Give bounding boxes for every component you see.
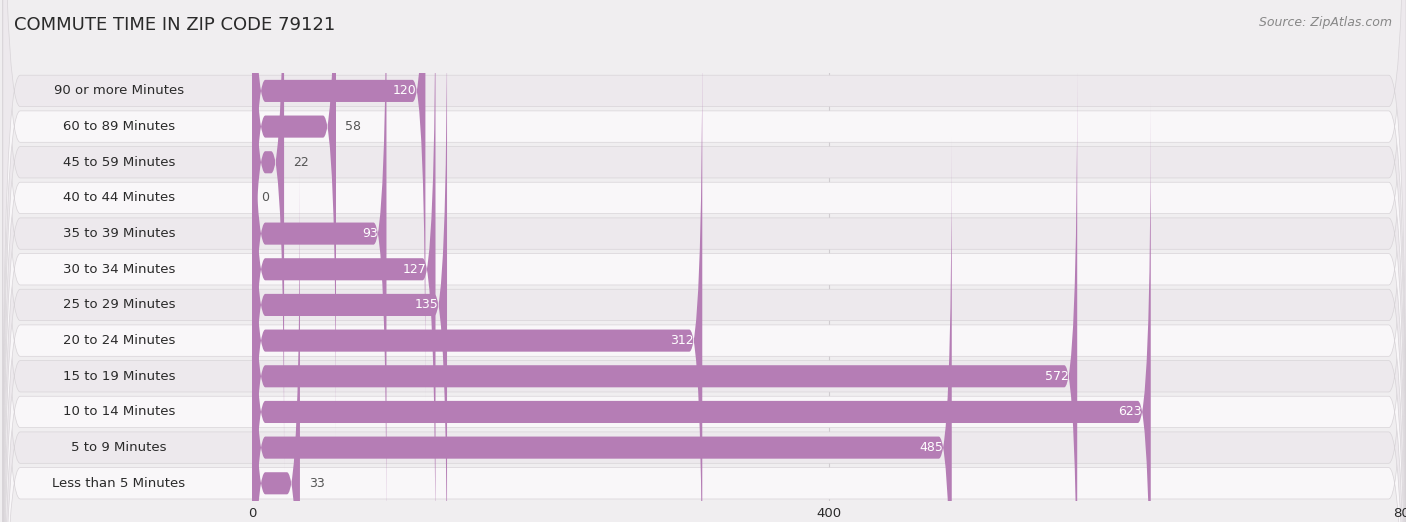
Text: 312: 312 xyxy=(671,334,693,347)
FancyBboxPatch shape xyxy=(3,35,1406,522)
Text: 572: 572 xyxy=(1045,370,1069,383)
Text: 623: 623 xyxy=(1119,406,1142,419)
Text: 20 to 24 Minutes: 20 to 24 Minutes xyxy=(63,334,176,347)
FancyBboxPatch shape xyxy=(3,71,1406,522)
Text: 120: 120 xyxy=(394,85,416,98)
FancyBboxPatch shape xyxy=(252,0,426,401)
FancyBboxPatch shape xyxy=(252,0,436,522)
FancyBboxPatch shape xyxy=(3,0,1406,522)
FancyBboxPatch shape xyxy=(252,0,284,472)
FancyBboxPatch shape xyxy=(3,0,1406,522)
FancyBboxPatch shape xyxy=(252,31,702,522)
Text: 35 to 39 Minutes: 35 to 39 Minutes xyxy=(63,227,176,240)
FancyBboxPatch shape xyxy=(252,0,336,436)
Text: Less than 5 Minutes: Less than 5 Minutes xyxy=(52,477,186,490)
FancyBboxPatch shape xyxy=(252,0,447,522)
Text: 10 to 14 Minutes: 10 to 14 Minutes xyxy=(63,406,176,419)
Text: Source: ZipAtlas.com: Source: ZipAtlas.com xyxy=(1258,16,1392,29)
FancyBboxPatch shape xyxy=(3,0,1406,503)
Text: 58: 58 xyxy=(344,120,361,133)
FancyBboxPatch shape xyxy=(3,0,1406,522)
FancyBboxPatch shape xyxy=(3,0,1406,522)
FancyBboxPatch shape xyxy=(252,0,387,522)
Text: 60 to 89 Minutes: 60 to 89 Minutes xyxy=(63,120,174,133)
FancyBboxPatch shape xyxy=(3,0,1406,522)
Text: 127: 127 xyxy=(404,263,427,276)
FancyBboxPatch shape xyxy=(3,0,1406,522)
Text: 22: 22 xyxy=(292,156,308,169)
Text: 45 to 59 Minutes: 45 to 59 Minutes xyxy=(63,156,176,169)
Text: 0: 0 xyxy=(262,192,269,205)
Text: 90 or more Minutes: 90 or more Minutes xyxy=(53,85,184,98)
Text: 485: 485 xyxy=(920,441,943,454)
Text: 5 to 9 Minutes: 5 to 9 Minutes xyxy=(72,441,167,454)
FancyBboxPatch shape xyxy=(3,0,1406,522)
Text: 93: 93 xyxy=(363,227,378,240)
FancyBboxPatch shape xyxy=(252,102,1150,522)
Text: COMMUTE TIME IN ZIP CODE 79121: COMMUTE TIME IN ZIP CODE 79121 xyxy=(14,16,335,33)
Text: 25 to 29 Minutes: 25 to 29 Minutes xyxy=(63,299,176,312)
FancyBboxPatch shape xyxy=(252,138,952,522)
Text: 135: 135 xyxy=(415,299,439,312)
Text: 40 to 44 Minutes: 40 to 44 Minutes xyxy=(63,192,174,205)
FancyBboxPatch shape xyxy=(252,173,299,522)
FancyBboxPatch shape xyxy=(3,0,1406,522)
FancyBboxPatch shape xyxy=(3,0,1406,522)
Text: 30 to 34 Minutes: 30 to 34 Minutes xyxy=(63,263,176,276)
Text: 15 to 19 Minutes: 15 to 19 Minutes xyxy=(63,370,176,383)
Text: 33: 33 xyxy=(308,477,325,490)
FancyBboxPatch shape xyxy=(252,66,1077,522)
